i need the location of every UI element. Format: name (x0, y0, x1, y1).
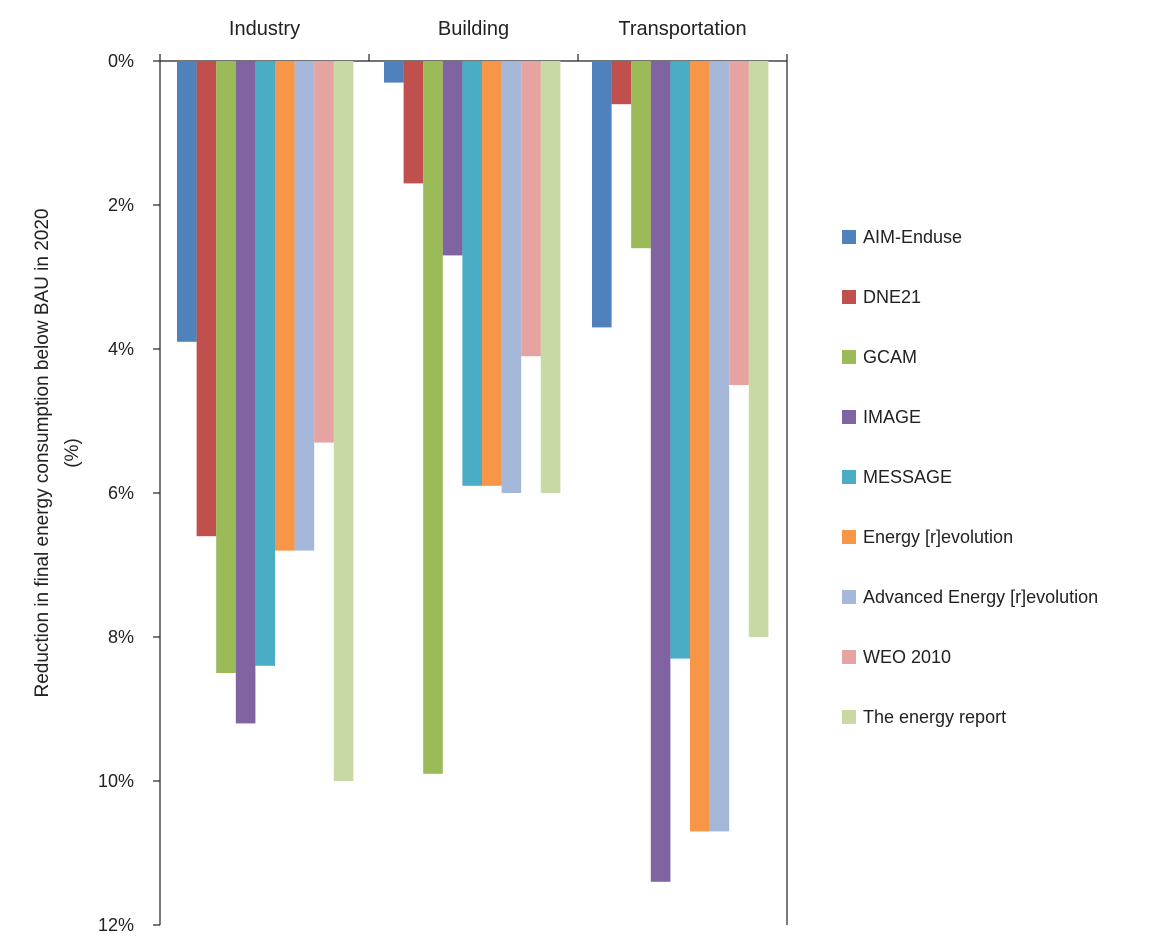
bar (631, 61, 651, 249)
legend-label: IMAGE (863, 406, 922, 427)
bar (611, 61, 632, 105)
legend-swatch (842, 590, 856, 604)
bar (255, 61, 275, 666)
legend-item: GCAM (842, 344, 917, 370)
legend-swatch (842, 290, 856, 304)
legend-item: Advanced Energy [r]evolution (842, 584, 1098, 610)
bar (670, 61, 690, 659)
bar (462, 61, 482, 486)
bar (314, 61, 334, 443)
bar (333, 61, 354, 781)
legend-item: IMAGE (842, 404, 921, 430)
legend-item: AIM-Enduse (842, 224, 962, 250)
legend-label: The energy report (863, 706, 1007, 727)
y-axis-title-line: Reduction in final energy consumption be… (32, 208, 53, 697)
bar (216, 61, 236, 673)
bar (748, 61, 769, 637)
bar (521, 61, 541, 357)
legend-swatch (842, 710, 856, 724)
legend-item: Energy [r]evolution (842, 524, 1013, 550)
bar (423, 61, 443, 774)
bar (177, 61, 197, 342)
bar (294, 61, 315, 551)
y-axis-title: Reduction in final energy consumption be… (32, 208, 83, 697)
y-axis-title-line: (%) (62, 438, 83, 468)
legend-item: MESSAGE (842, 464, 952, 490)
bar (729, 61, 749, 385)
bar (275, 61, 295, 551)
bar (403, 61, 424, 184)
bar (501, 61, 522, 493)
legend-swatch (842, 230, 856, 244)
y-tick-label: 0% (108, 51, 134, 71)
y-tick-label: 6% (108, 483, 134, 503)
bar (384, 61, 404, 83)
legend-label: Energy [r]evolution (863, 526, 1014, 547)
bar (196, 61, 217, 537)
y-tick-label: 8% (108, 627, 134, 647)
legend-swatch (842, 470, 856, 484)
legend-swatch (842, 350, 856, 364)
bar (650, 61, 671, 882)
category-label: Building (438, 18, 509, 40)
y-tick-label: 4% (108, 339, 134, 359)
legend-label: GCAM (863, 346, 917, 367)
bar (540, 61, 561, 493)
legend-item: The energy report (842, 704, 1006, 730)
legend-item: DNE21 (842, 284, 921, 310)
bar (592, 61, 612, 328)
legend-swatch (842, 410, 856, 424)
category-label: Industry (229, 18, 300, 40)
legend-label: Advanced Energy [r]evolution (863, 586, 1099, 607)
bar (482, 61, 502, 486)
bar (442, 61, 463, 256)
y-tick-label: 10% (98, 771, 134, 791)
legend-label: AIM-Enduse (863, 226, 963, 247)
legend-label: WEO 2010 (863, 646, 952, 667)
bar (709, 61, 730, 832)
legend-swatch (842, 650, 856, 664)
legend-label: DNE21 (863, 286, 922, 307)
legend-item: WEO 2010 (842, 644, 951, 670)
bar (690, 61, 710, 832)
y-tick-label: 2% (108, 195, 134, 215)
category-label: Transportation (618, 18, 746, 40)
y-tick-label: 12% (98, 915, 134, 935)
bar (235, 61, 256, 724)
legend-label: MESSAGE (863, 466, 953, 487)
legend-swatch (842, 530, 856, 544)
